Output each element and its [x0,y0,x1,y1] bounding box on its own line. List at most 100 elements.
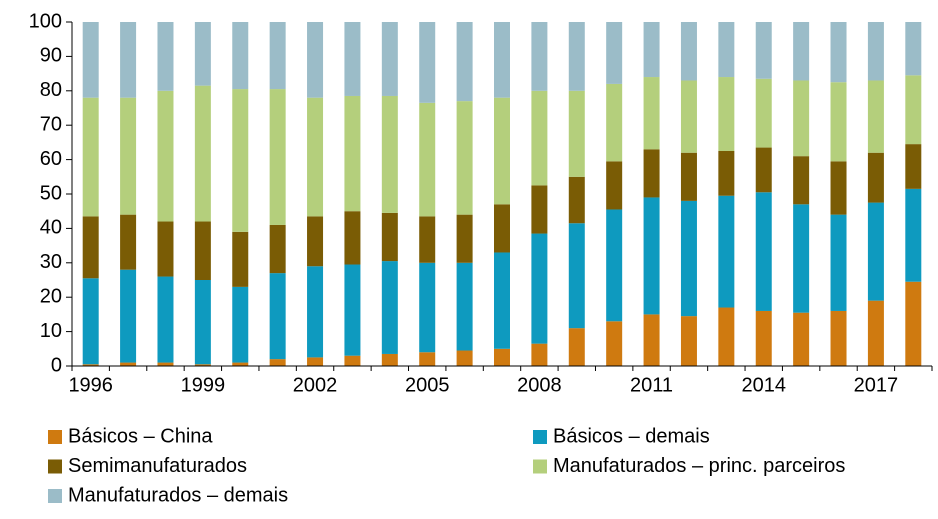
y-tick-label: 60 [40,148,62,170]
bar-segment [755,310,772,366]
bar-segment [269,359,286,366]
bar-segment [232,286,249,363]
bar-segment [755,78,772,148]
bar-segment [606,161,623,210]
bar-segment [494,252,510,349]
bar-segment [269,22,286,90]
bar-segment [194,364,211,366]
bar-segment [793,22,810,81]
bar-segment [830,214,847,311]
bar-segment [456,214,473,263]
bar-segment [568,176,585,224]
bar-segment [82,22,99,98]
bar-segment [643,149,660,198]
bar-segment [194,22,211,86]
bar-segment [419,22,436,103]
bar-segment [568,22,585,91]
legend-label: Básicos – China [68,425,213,447]
x-tick-label: 2005 [405,374,450,396]
y-tick-label: 20 [40,285,62,307]
bar-segment [381,22,398,96]
bar-segment [867,300,884,366]
bar-segment [568,90,585,177]
bar-segment [680,316,697,366]
y-tick-label: 10 [40,320,62,342]
x-tick-label: 2014 [741,374,786,396]
bar-segment [120,214,137,270]
bar-segment [157,362,174,366]
y-tick-label: 0 [51,354,62,376]
bar-segment [568,223,585,329]
bar-segment [718,22,735,78]
bar-segment [718,77,735,151]
bar-segment [419,262,436,353]
y-tick-label: 100 [29,10,62,32]
bar-segment [157,22,174,91]
bar-segment [494,97,510,205]
bar-segment [307,216,324,267]
bar-segment [381,212,398,262]
bar-segment [307,22,324,98]
bar-segment [755,192,772,311]
bar-segment [531,90,548,186]
x-tick-label: 2002 [293,374,338,396]
bar-segment [643,314,660,366]
bar-segment [456,262,473,351]
bar-segment [494,348,510,366]
bar-segment [606,209,623,322]
bar-segment [194,280,211,365]
bar-segment [82,278,99,365]
x-tick-label: 2017 [854,374,899,396]
bar-segment [680,22,697,81]
bar-segment [606,321,623,366]
legend-label: Manufaturados – princ. parceiros [553,455,845,477]
bar-segment [494,22,510,98]
x-tick-label: 2011 [630,374,673,396]
y-tick-label: 90 [40,45,62,67]
bar-segment [419,352,436,366]
bar-segment [120,269,137,363]
bar-segment [269,273,286,360]
bar-segment [381,261,398,354]
bar-segment [680,80,697,153]
bar-segment [867,80,884,153]
bar-segment [344,22,361,96]
bar-segment [307,97,324,217]
bar-segment [157,90,174,222]
bar-segment [419,216,436,263]
bar-segment [531,185,548,234]
bar-segment [867,152,884,203]
bar-segment [830,22,847,83]
bar-segment [643,197,660,315]
bar-segment [456,350,473,366]
bar-segment [194,85,211,222]
legend-label: Manufaturados – demais [68,484,288,506]
bar-segment [344,264,361,356]
bar-segment [307,266,324,358]
legend-swatch [48,459,62,474]
bar-segment [643,77,660,150]
legend-swatch [48,489,62,503]
y-tick-label: 70 [40,113,62,135]
bar-segment [531,233,548,344]
bar-segment [269,224,286,274]
bar-segment [344,95,361,212]
y-tick-label: 30 [40,251,62,273]
legend-swatch [533,430,547,444]
bar-segment [232,89,249,232]
bar-segment [120,362,137,366]
bar-segment [120,22,137,98]
bar-segment [232,362,249,366]
bar-segment [830,161,847,215]
legend-label: Semimanufaturados [68,455,247,477]
bar-segment [867,22,884,81]
bar-segment [232,231,249,287]
bar-segment [905,188,922,282]
bar-segment [307,357,324,366]
bar-segment [755,22,772,79]
y-tick-label: 40 [40,217,62,239]
x-tick-label: 2008 [517,374,562,396]
bar-segment [120,97,137,215]
bar-segment [194,221,211,280]
bar-segment [419,102,436,217]
